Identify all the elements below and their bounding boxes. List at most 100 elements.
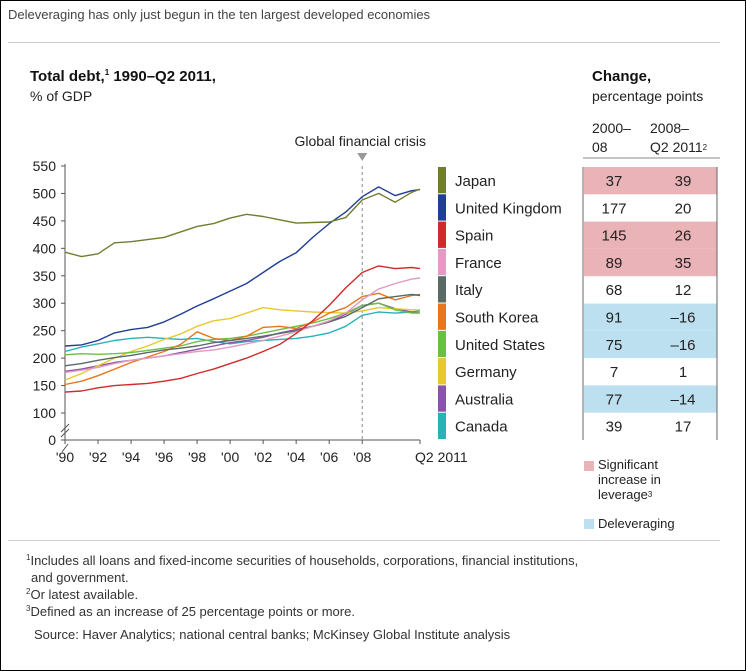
crisis-marker-triangle: [357, 153, 368, 161]
row-color-key: [438, 194, 446, 221]
table-row-canada: Canada 39 17: [438, 412, 692, 439]
col2-header-line2: Q2 20112: [650, 138, 707, 157]
row-color-key: [438, 248, 446, 276]
row-color-key: [438, 330, 446, 358]
row-value-2000-08: 37: [606, 173, 623, 190]
row-color-key: [438, 412, 446, 439]
chart-title: Total debt,1 1990–Q2 2011,: [30, 68, 216, 85]
legend-leverage-sup: 3: [647, 490, 653, 499]
series-line-united-kingdom: [64, 186, 421, 347]
row-value-2008-2011: –16: [670, 337, 695, 354]
x-tick-label: '00: [221, 449, 239, 465]
series-line-united-states: [64, 302, 420, 356]
legend-leverage-line3: leverage3: [598, 487, 661, 502]
row-value-2000-08: 89: [606, 255, 623, 272]
row-country: Japan: [455, 173, 496, 190]
row-value-2008-2011: 20: [675, 200, 692, 217]
table-row-spain: Spain 145 26: [438, 221, 717, 249]
y-axis-break-mark: [60, 428, 70, 438]
x-tick-label: '04: [287, 449, 305, 465]
y-axis-unit: % of GDP: [30, 88, 93, 104]
row-highlight: [584, 385, 717, 413]
x-tick-label: '94: [122, 449, 140, 465]
row-value-2008-2011: –16: [670, 310, 695, 327]
series-line-germany: [64, 306, 420, 381]
footnote-3-text: Defined as an increase of 25 percentage …: [30, 604, 355, 619]
footnote-2-text: Or latest available.: [30, 587, 139, 602]
footnote-2-sup: 2: [26, 587, 31, 596]
y-tick-label: 550: [33, 158, 57, 174]
row-highlight: [584, 303, 717, 331]
chart-title-sup: 1: [104, 68, 110, 77]
y-tick-label: 350: [33, 268, 57, 284]
table-title: Change,: [592, 68, 652, 85]
series-line-japan: [64, 188, 421, 258]
source-note: Source: Haver Analytics; national centra…: [34, 627, 511, 642]
top-divider: [8, 42, 720, 43]
legend-delever-label: Deleveraging: [598, 516, 675, 531]
table-row-germany: Germany 7 1: [438, 358, 687, 385]
row-color-key: [438, 385, 446, 412]
row-country: South Korea: [455, 310, 539, 327]
y-tick-label: 250: [33, 323, 57, 339]
col2-header-sup: 2: [702, 143, 708, 152]
row-country: Canada: [455, 419, 508, 436]
row-value-2000-08: 77: [606, 391, 623, 408]
footnote-3: 3Defined as an increase of 25 percentage…: [26, 604, 355, 619]
notes-divider: [8, 540, 720, 541]
legend-delever-swatch: [584, 519, 594, 529]
table-row-united-states: United States 75 –16: [438, 330, 717, 359]
crisis-annotation: Global financial crisis: [294, 133, 426, 149]
x-tick-label: '90: [56, 449, 74, 465]
table-row-united-kingdom: United Kingdom 177 20: [438, 194, 692, 221]
col1-header-line1: 2000–: [592, 120, 631, 136]
row-value-2000-08: 68: [606, 282, 623, 299]
row-value-2008-2011: 12: [675, 282, 692, 299]
y-tick-label: 200: [33, 350, 57, 366]
y-tick-label: 500: [33, 185, 57, 201]
legend-leverage-line2: increase in: [598, 472, 661, 487]
row-color-key: [438, 358, 446, 385]
x-tick-label: Q2 2011: [415, 449, 468, 465]
row-color-key: [438, 167, 446, 194]
y-tick-label: 300: [33, 295, 57, 311]
table-subtitle: percentage points: [592, 88, 704, 104]
row-value-2008-2011: 39: [675, 173, 692, 190]
series-line-spain: [64, 265, 421, 393]
table-col1-header: 2000– 08: [592, 119, 631, 157]
row-highlight: [584, 221, 717, 249]
row-country: Italy: [455, 282, 483, 299]
legend-leverage-line3-text: leverage: [598, 487, 648, 502]
col1-header-line2: 08: [592, 139, 608, 155]
row-value-2000-08: 7: [610, 364, 618, 381]
table-row-italy: Italy 68 12: [438, 276, 692, 303]
row-value-2008-2011: –14: [670, 391, 695, 408]
y-tick-label: 450: [33, 213, 57, 229]
table-row-japan: Japan 37 39: [438, 167, 717, 195]
y-tick-label: 0: [48, 432, 56, 448]
footnote-2: 2Or latest available.: [26, 587, 138, 602]
y-tick-label: 150: [33, 378, 57, 394]
y-axis-break-mark: [60, 423, 70, 433]
series-line-italy: [64, 293, 421, 367]
chart-title-years: 1990–Q2 2011,: [109, 68, 216, 85]
x-axis-break-mark: [61, 443, 69, 453]
footnote-1-sup: 1: [26, 553, 31, 562]
legend-leverage-label: Significant increase in leverage3: [598, 457, 661, 502]
series-line-france: [64, 277, 421, 374]
col2-header-line1: 2008–: [650, 120, 689, 136]
row-country: Spain: [455, 228, 493, 245]
row-country: United States: [455, 337, 545, 354]
series-line-canada: [64, 310, 421, 353]
footnote-1-cont: and government.: [31, 570, 129, 585]
row-country: United Kingdom: [455, 200, 562, 217]
row-color-key: [438, 276, 446, 303]
x-tick-label: '08: [353, 449, 371, 465]
row-value-2008-2011: 17: [675, 419, 692, 436]
chart-title-main: Total debt,: [30, 68, 105, 85]
y-tick-label: 400: [33, 240, 57, 256]
x-tick-label: '92: [89, 449, 107, 465]
row-highlight: [584, 330, 717, 359]
row-country: Germany: [455, 364, 517, 381]
